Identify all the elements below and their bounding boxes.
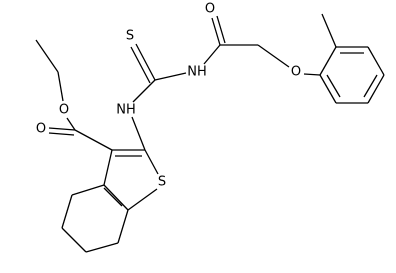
- atom-label: O: [205, 2, 215, 17]
- bond: [85, 242, 119, 253]
- bond: [61, 194, 73, 229]
- bond: [103, 149, 113, 186]
- bond: [326, 74, 341, 98]
- bond: [257, 44, 290, 68]
- bond: [127, 188, 158, 211]
- atom-label: NH: [116, 103, 136, 118]
- bond: [35, 39, 59, 73]
- bond: [103, 187, 123, 207]
- bond: [48, 132, 75, 136]
- bond: [319, 46, 337, 76]
- bond: [103, 184, 129, 211]
- bond: [321, 13, 337, 48]
- bond: [74, 129, 113, 151]
- bond: [132, 79, 156, 103]
- bond: [117, 209, 129, 244]
- atom-label: S: [158, 175, 166, 190]
- atom-label: O: [36, 122, 46, 137]
- atom-label: S: [126, 29, 134, 44]
- bond: [71, 184, 105, 196]
- bond: [303, 73, 321, 76]
- bond: [144, 149, 159, 175]
- bond: [363, 74, 378, 98]
- bond: [154, 72, 187, 81]
- bond: [203, 44, 221, 65]
- bond: [48, 127, 76, 131]
- bond: [211, 17, 221, 46]
- bond: [216, 15, 226, 44]
- atom-label: O: [59, 103, 69, 118]
- bond: [57, 71, 64, 102]
- atom-label: NH: [187, 65, 207, 80]
- bond: [319, 74, 337, 104]
- bond: [130, 46, 151, 84]
- bond: [367, 74, 385, 104]
- bond: [135, 43, 156, 81]
- bond: [66, 117, 76, 131]
- bonds: [35, 13, 385, 253]
- bond: [367, 46, 385, 76]
- bond: [61, 227, 87, 253]
- atom-label: O: [291, 65, 301, 80]
- bond: [131, 116, 146, 151]
